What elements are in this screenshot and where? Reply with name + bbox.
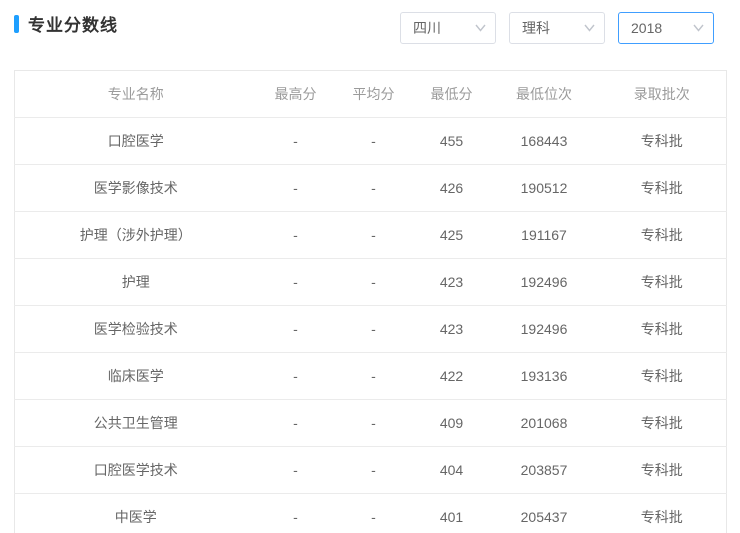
cell-major: 医学影像技术 — [14, 164, 257, 212]
filter-bar: 四川 理科 2018 — [400, 12, 714, 44]
year-select[interactable]: 2018 — [618, 12, 714, 44]
cell-min-score: 423 — [412, 305, 491, 353]
cell-batch: 专科批 — [597, 446, 727, 494]
cell-min-score: 426 — [412, 164, 491, 212]
cell-avg-score: - — [334, 446, 413, 494]
cell-avg-score: - — [334, 493, 413, 533]
column-header-min-score: 最低分 — [412, 70, 491, 118]
subject-select-value: 理科 — [522, 20, 550, 36]
cell-min-rank: 205437 — [490, 493, 598, 533]
cell-min-score: 422 — [412, 352, 491, 400]
cell-max-score: - — [256, 352, 335, 400]
cell-avg-score: - — [334, 258, 413, 306]
cell-min-score: 455 — [412, 117, 491, 165]
cell-max-score: - — [256, 399, 335, 447]
cell-max-score: - — [256, 305, 335, 353]
cell-batch: 专科批 — [597, 352, 727, 400]
table-row: 临床医学 - - 422 193136 专科批 — [14, 352, 727, 400]
cell-min-rank: 191167 — [490, 211, 598, 259]
cell-min-score: 404 — [412, 446, 491, 494]
cell-avg-score: - — [334, 399, 413, 447]
cell-min-rank: 201068 — [490, 399, 598, 447]
cell-batch: 专科批 — [597, 493, 727, 533]
cell-min-rank: 168443 — [490, 117, 598, 165]
scores-table: 专业名称 最高分 平均分 最低分 最低位次 录取批次 口腔医学 - - 455 … — [14, 70, 727, 533]
column-header-batch: 录取批次 — [597, 70, 727, 118]
cell-batch: 专科批 — [597, 117, 727, 165]
cell-min-rank: 190512 — [490, 164, 598, 212]
cell-major: 口腔医学技术 — [14, 446, 257, 494]
column-header-major: 专业名称 — [14, 70, 257, 118]
cell-batch: 专科批 — [597, 211, 727, 259]
cell-major: 医学检验技术 — [14, 305, 257, 353]
cell-batch: 专科批 — [597, 305, 727, 353]
cell-major: 口腔医学 — [14, 117, 257, 165]
cell-avg-score: - — [334, 164, 413, 212]
cell-max-score: - — [256, 164, 335, 212]
cell-avg-score: - — [334, 211, 413, 259]
cell-avg-score: - — [334, 352, 413, 400]
cell-avg-score: - — [334, 117, 413, 165]
table-row: 口腔医学 - - 455 168443 专科批 — [14, 117, 727, 165]
column-header-max-score: 最高分 — [256, 70, 335, 118]
cell-min-rank: 192496 — [490, 305, 598, 353]
section-title: 专业分数线 — [14, 11, 118, 36]
cell-min-rank: 192496 — [490, 258, 598, 306]
cell-major: 公共卫生管理 — [14, 399, 257, 447]
header-row: 专业名称 最高分 平均分 最低分 最低位次 录取批次 — [14, 70, 727, 118]
cell-max-score: - — [256, 446, 335, 494]
province-select-value: 四川 — [413, 20, 441, 36]
chevron-down-icon — [584, 24, 595, 32]
cell-batch: 专科批 — [597, 258, 727, 306]
cell-avg-score: - — [334, 305, 413, 353]
table-header: 专业名称 最高分 平均分 最低分 最低位次 录取批次 — [14, 70, 727, 118]
cell-max-score: - — [256, 117, 335, 165]
cell-major: 临床医学 — [14, 352, 257, 400]
cell-min-rank: 193136 — [490, 352, 598, 400]
chevron-down-icon — [475, 24, 486, 32]
subject-select[interactable]: 理科 — [509, 12, 605, 44]
page-title: 专业分数线 — [28, 16, 118, 35]
cell-min-score: 401 — [412, 493, 491, 533]
page-header: 专业分数线 四川 理科 2018 — [0, 0, 740, 70]
cell-max-score: - — [256, 258, 335, 306]
cell-major: 护理 — [14, 258, 257, 306]
cell-major: 护理（涉外护理） — [14, 211, 257, 259]
column-header-avg-score: 平均分 — [334, 70, 413, 118]
table-row: 护理（涉外护理） - - 425 191167 专科批 — [14, 211, 727, 259]
table-row: 医学影像技术 - - 426 190512 专科批 — [14, 164, 727, 212]
cell-max-score: - — [256, 493, 335, 533]
cell-min-score: 409 — [412, 399, 491, 447]
table-row: 医学检验技术 - - 423 192496 专科批 — [14, 305, 727, 353]
scores-table-container: 专业名称 最高分 平均分 最低分 最低位次 录取批次 口腔医学 - - 455 … — [14, 70, 727, 533]
cell-batch: 专科批 — [597, 399, 727, 447]
table-row: 中医学 - - 401 205437 专科批 — [14, 493, 727, 533]
cell-max-score: - — [256, 211, 335, 259]
province-select[interactable]: 四川 — [400, 12, 496, 44]
cell-min-score: 425 — [412, 211, 491, 259]
table-body: 口腔医学 - - 455 168443 专科批 医学影像技术 - - 426 1… — [14, 117, 727, 533]
table-row: 公共卫生管理 - - 409 201068 专科批 — [14, 399, 727, 447]
year-select-value: 2018 — [631, 20, 663, 36]
cell-min-score: 423 — [412, 258, 491, 306]
cell-min-rank: 203857 — [490, 446, 598, 494]
table-row: 护理 - - 423 192496 专科批 — [14, 258, 727, 306]
chevron-down-icon — [693, 24, 704, 32]
table-row: 口腔医学技术 - - 404 203857 专科批 — [14, 446, 727, 494]
cell-batch: 专科批 — [597, 164, 727, 212]
cell-major: 中医学 — [14, 493, 257, 533]
column-header-min-rank: 最低位次 — [490, 70, 598, 118]
title-accent-bar — [14, 14, 19, 33]
